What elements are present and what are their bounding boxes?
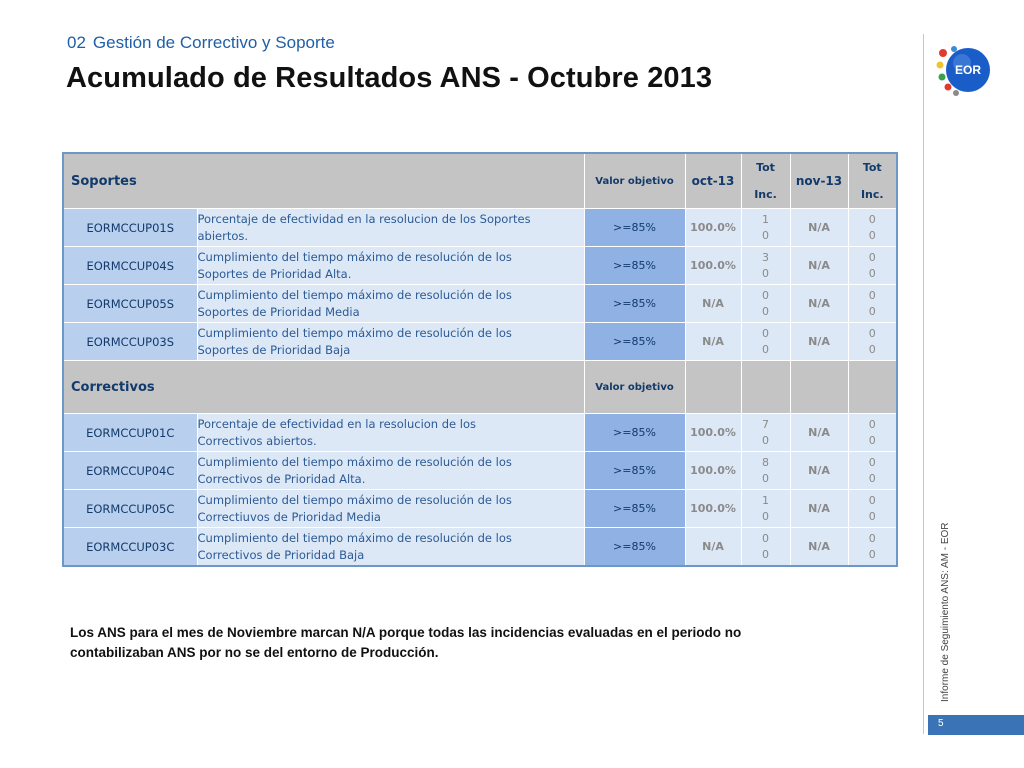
empty-header-cell [847,360,898,414]
page-number-bar [928,715,1024,735]
indicator-description: Porcentaje de efectividad en la resoluci… [196,413,585,452]
indicator-code: EORMCCUP05S [62,284,198,323]
nov-value: N/A [789,208,849,247]
section-heading: 02 Gestión de Correctivo y Soporte [67,33,335,53]
table-row: EORMCCUP03C Cumplimiento del tiempo máxim… [62,527,898,567]
indicator-code: EORMCCUP05C [62,489,198,528]
empty-header-cell [684,360,742,414]
oct-header: oct-13 [684,152,742,209]
indicator-code: EORMCCUP01S [62,208,198,247]
oct-value: N/A [684,284,742,323]
nov-value: N/A [789,451,849,490]
side-document-label: Informe de Seguimiento ANS: AM - EOR [940,522,951,702]
nov-value: N/A [789,489,849,528]
table-row: EORMCCUP01S Porcentaje de efectividad en … [62,208,898,247]
target-value: >=85% [583,413,686,452]
oct-value: 100.0% [684,451,742,490]
empty-header-cell [740,360,791,414]
indicator-code: EORMCCUP04S [62,246,198,285]
logo-text: EOR [955,63,981,77]
section-number: 02 [67,33,86,52]
target-value: >=85% [583,451,686,490]
ans-results-table: Soportes Valor objetivo oct-13 Tot Inc. n… [62,152,898,567]
table-row: EORMCCUP04C Cumplimiento del tiempo máxim… [62,451,898,490]
empty-header-cell [789,360,849,414]
soportes-title: Soportes [62,152,585,209]
target-value: >=85% [583,322,686,361]
footnote: Los ANS para el mes de Noviembre marcan … [70,623,840,663]
table-row: EORMCCUP03S Cumplimiento del tiempo máxim… [62,322,898,361]
section-title: Gestión de Correctivo y Soporte [92,33,335,52]
indicator-description: Cumplimiento del tiempo máximo de resolu… [196,246,585,285]
indicator-description: Cumplimiento del tiempo máximo de resolu… [196,451,585,490]
target-value: >=85% [583,489,686,528]
target-value: >=85% [583,246,686,285]
nov-value: N/A [789,527,849,567]
footnote-line-2: contabilizaban ANS por no se del entorno… [70,645,439,660]
nov-value: N/A [789,322,849,361]
table-row: EORMCCUP04S Cumplimiento del tiempo máxim… [62,246,898,285]
page-title: Acumulado de Resultados ANS - Octubre 20… [66,62,713,94]
nov-header: nov-13 [789,152,849,209]
oct-value: 100.0% [684,246,742,285]
target-value: >=85% [583,527,686,567]
indicator-code: EORMCCUP03C [62,527,198,567]
nov-value: N/A [789,246,849,285]
indicator-code: EORMCCUP01C [62,413,198,452]
indicator-description: Porcentaje de efectividad en la resoluci… [196,208,585,247]
indicator-description: Cumplimiento del tiempo máximo de resolu… [196,527,585,567]
table-row: EORMCCUP05C Cumplimiento del tiempo máxim… [62,489,898,528]
indicator-description: Cumplimiento del tiempo máximo de resolu… [196,284,585,323]
tot-inc-header: Tot Inc. [847,152,898,209]
oct-value: N/A [684,322,742,361]
oct-value: 100.0% [684,489,742,528]
footnote-line-1: Los ANS para el mes de Noviembre marcan … [70,625,742,640]
tot-inc-header: Tot Inc. [740,152,791,209]
indicator-code: EORMCCUP04C [62,451,198,490]
oct-value: 100.0% [684,413,742,452]
table-row: EORMCCUP01C Porcentaje de efectividad en … [62,413,898,452]
indicator-code: EORMCCUP03S [62,322,198,361]
nov-value: N/A [789,413,849,452]
correctivos-title: Correctivos [62,360,585,414]
soportes-header-row: Soportes Valor objetivo oct-13 Tot Inc. n… [62,152,898,209]
nov-value: N/A [789,284,849,323]
indicator-description: Cumplimiento del tiempo máximo de resolu… [196,489,585,528]
table-row: EORMCCUP05S Cumplimiento del tiempo máxim… [62,284,898,323]
valor-objetivo-header: Valor objetivo [583,360,686,414]
target-value: >=85% [583,284,686,323]
target-value: >=85% [583,208,686,247]
valor-objetivo-header: Valor objetivo [583,152,686,209]
divider-line [923,34,924,734]
correctivos-header-row: Correctivos Valor objetivo [62,360,898,414]
page-number: 5 [938,718,944,729]
oct-value: 100.0% [684,208,742,247]
eor-logo: EOR [936,46,990,96]
oct-value: N/A [684,527,742,567]
indicator-description: Cumplimiento del tiempo máximo de resolu… [196,322,585,361]
